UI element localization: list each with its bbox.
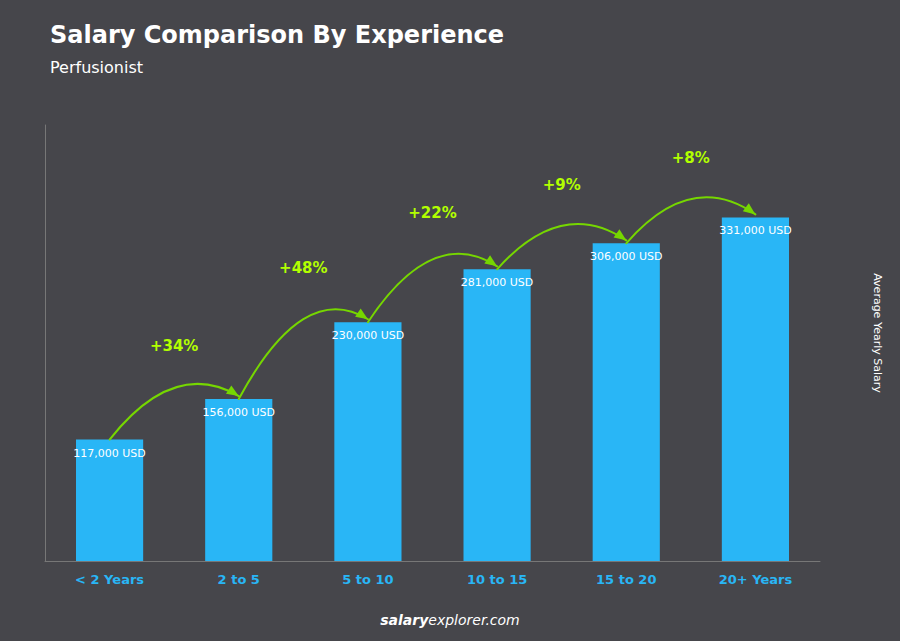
svg-text:+9%: +9% [543, 176, 581, 194]
svg-text:Average Yearly Salary: Average Yearly Salary [871, 273, 884, 393]
svg-text:281,000 USD: 281,000 USD [461, 276, 534, 289]
svg-text:+48%: +48% [279, 259, 327, 277]
svg-text:5 to 10: 5 to 10 [342, 572, 393, 587]
svg-text:306,000 USD: 306,000 USD [590, 250, 663, 263]
svg-text:Salary Comparison By Experienc: Salary Comparison By Experience [50, 21, 504, 49]
svg-text:+34%: +34% [150, 337, 198, 355]
svg-text:< 2 Years: < 2 Years [75, 572, 144, 587]
svg-text:156,000 USD: 156,000 USD [203, 406, 276, 419]
svg-text:15 to 20: 15 to 20 [596, 572, 656, 587]
svg-text:salary: salary [380, 612, 429, 628]
svg-text:+8%: +8% [672, 149, 710, 167]
svg-text:230,000 USD: 230,000 USD [332, 329, 405, 342]
svg-text:10 to 15: 10 to 15 [467, 572, 527, 587]
svg-text:+22%: +22% [408, 204, 456, 222]
svg-text:20+ Years: 20+ Years [719, 572, 793, 587]
svg-text:explorer.com: explorer.com [428, 612, 519, 628]
svg-text:117,000 USD: 117,000 USD [73, 447, 146, 460]
svg-text:Perfusionist: Perfusionist [50, 58, 143, 77]
svg-text:331,000 USD: 331,000 USD [719, 224, 792, 237]
svg-text:2 to 5: 2 to 5 [218, 572, 260, 587]
